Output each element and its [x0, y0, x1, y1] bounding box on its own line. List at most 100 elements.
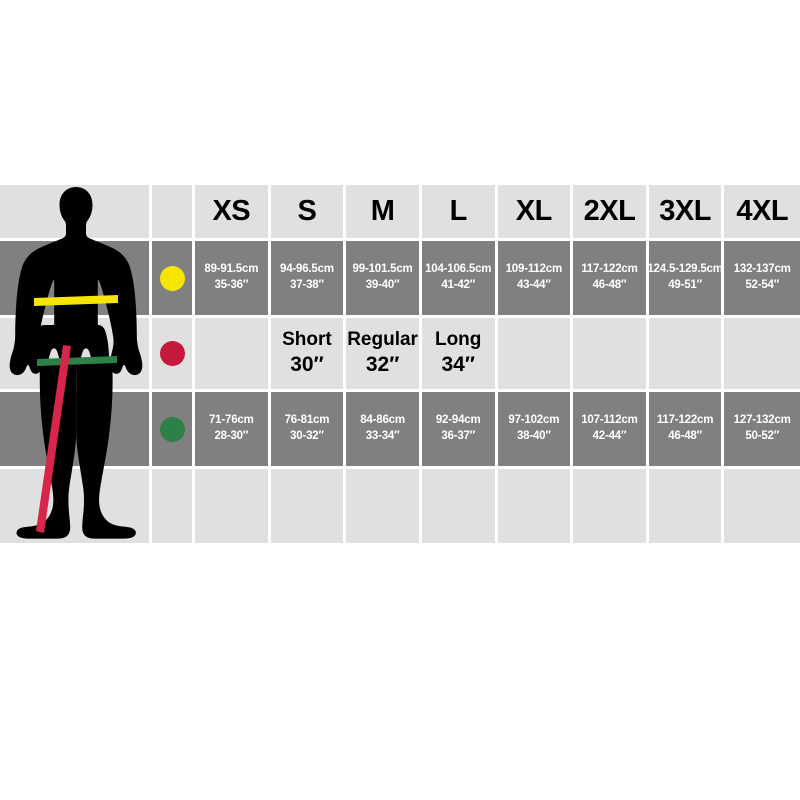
leg-length-value: 32″ — [365, 353, 400, 377]
column-header-4xl: 4XL — [724, 185, 800, 241]
measure-in: 35-36″ — [214, 279, 249, 291]
table-row-waist: 71-76cm 28-30″ 76-81cm 30-32″ 84-86cm 33… — [0, 392, 800, 469]
cell-leg-xl — [497, 318, 574, 392]
size-label: XS — [212, 195, 251, 228]
table-row-chest: 89-91.5cm 35-36″ 94-96.5cm 37-38″ 99-101… — [0, 241, 800, 318]
red-dot-icon — [159, 341, 185, 366]
leg-length-name: Long — [434, 328, 482, 350]
cell-chest-4xl: 132-137cm 52-54″ — [724, 241, 800, 318]
measure-cm: 92-94cm — [435, 414, 481, 427]
cell-waist-3xl: 117-122cm 46-48″ — [648, 392, 725, 469]
measure-in: 52-54″ — [745, 279, 780, 291]
measure-in: 38-40″ — [516, 430, 551, 442]
measure-in: 39-40″ — [365, 279, 400, 291]
cell-empty-4xl — [724, 469, 800, 546]
cell-chest-l: 104-106.5cm 41-42″ — [421, 241, 498, 318]
cell-waist-2xl: 107-112cm 42-44″ — [573, 392, 649, 469]
size-table: XS S M L XL 2XL 3XL 4XL — [0, 185, 800, 547]
measure-in: 33-34″ — [365, 430, 400, 442]
measure-in: 46-48″ — [592, 279, 627, 291]
measure-cm: 117-122cm — [656, 414, 714, 427]
cell-empty-m — [346, 469, 422, 546]
cell-leg-s: Short 30″ — [270, 318, 347, 392]
leg-length-name: Regular — [347, 328, 418, 350]
measure-in: 46-48″ — [668, 430, 702, 442]
measure-cm: 76-81cm — [284, 414, 330, 427]
figure-cell — [0, 392, 152, 469]
cell-leg-m: Regular 32″ — [346, 318, 422, 392]
cell-empty-xs — [195, 469, 271, 546]
measure-cm: 132-137cm — [733, 263, 791, 276]
cell-leg-xs — [195, 318, 271, 392]
column-header-xs: XS — [195, 185, 271, 241]
measure-cm: 99-101.5cm — [352, 263, 413, 276]
figure-cell — [0, 241, 152, 318]
leg-length-name: Short — [282, 328, 332, 350]
cell-waist-l: 92-94cm 36-37″ — [421, 392, 498, 469]
cell-chest-s: 94-96.5cm 37-38″ — [270, 241, 347, 318]
column-header-xl: XL — [497, 185, 574, 241]
measure-in: 37-38″ — [290, 279, 324, 291]
cell-chest-xs: 89-91.5cm 35-36″ — [195, 241, 271, 318]
cell-leg-4xl — [724, 318, 800, 392]
measure-in: 30-32″ — [290, 430, 324, 442]
measure-cm: 124.5-129.5cm — [648, 263, 723, 276]
cell-empty-2xl — [573, 469, 649, 546]
measure-in: 41-42″ — [441, 279, 476, 291]
measure-cm: 107-112cm — [581, 414, 638, 427]
measure-in: 42-44″ — [592, 430, 627, 442]
cell-leg-l: Long 34″ — [421, 318, 498, 392]
leg-length-value: 34″ — [441, 353, 475, 377]
measure-cm: 109-112cm — [505, 263, 563, 276]
size-label: XL — [515, 195, 553, 228]
figure-cell — [0, 469, 152, 546]
cell-leg-2xl — [573, 318, 649, 392]
leg-length-value: 30″ — [290, 353, 324, 377]
size-label: M — [370, 195, 395, 228]
cell-chest-2xl: 117-122cm 46-48″ — [573, 241, 649, 318]
size-label: 3XL — [659, 195, 711, 228]
measure-in: 49-51″ — [668, 279, 702, 291]
figure-cell — [0, 318, 152, 392]
size-label: L — [449, 195, 468, 228]
measure-in: 50-52″ — [745, 430, 780, 442]
table-row-leg-length: Short 30″ Regular 32″ Long 34″ — [0, 318, 800, 392]
column-header-s: S — [270, 185, 347, 241]
yellow-dot-icon — [159, 265, 185, 291]
size-label: 2XL — [583, 195, 636, 228]
cell-empty-l — [421, 469, 498, 546]
measure-cm: 117-122cm — [581, 263, 638, 276]
measure-cm: 89-91.5cm — [204, 263, 259, 276]
measure-cm: 84-86cm — [360, 414, 405, 427]
measure-cm: 94-96.5cm — [280, 263, 334, 276]
marker-cell-chest — [152, 241, 195, 318]
table-header-row: XS S M L XL 2XL 3XL 4XL — [0, 185, 800, 241]
table-footer-row — [0, 469, 800, 546]
figure-header-cell — [0, 185, 152, 241]
cell-waist-xl: 97-102cm 38-40″ — [497, 392, 574, 469]
column-header-m: M — [346, 185, 422, 241]
measure-cm: 71-76cm — [208, 414, 254, 427]
marker-cell-leg-length — [152, 318, 195, 392]
cell-waist-s: 76-81cm 30-32″ — [270, 392, 347, 469]
measure-cm: 127-132cm — [733, 414, 791, 427]
column-header-3xl: 3XL — [648, 185, 725, 241]
column-header-l: L — [421, 185, 498, 241]
cell-empty-s — [270, 469, 347, 546]
marker-header-cell — [152, 185, 195, 241]
measure-in: 43-44″ — [516, 279, 551, 291]
marker-cell-waist — [152, 392, 195, 469]
cell-chest-xl: 109-112cm 43-44″ — [497, 241, 574, 318]
cell-empty-3xl — [648, 469, 725, 546]
cell-chest-3xl: 124.5-129.5cm 49-51″ — [648, 241, 725, 318]
marker-cell-empty — [152, 469, 195, 546]
column-header-2xl: 2XL — [573, 185, 649, 241]
cell-leg-3xl — [648, 318, 725, 392]
measure-in: 28-30″ — [214, 430, 249, 442]
measure-cm: 97-102cm — [508, 414, 560, 427]
green-dot-icon — [159, 416, 185, 442]
size-label: 4XL — [736, 195, 789, 228]
cell-chest-m: 99-101.5cm 39-40″ — [346, 241, 422, 318]
cell-waist-4xl: 127-132cm 50-52″ — [724, 392, 800, 469]
